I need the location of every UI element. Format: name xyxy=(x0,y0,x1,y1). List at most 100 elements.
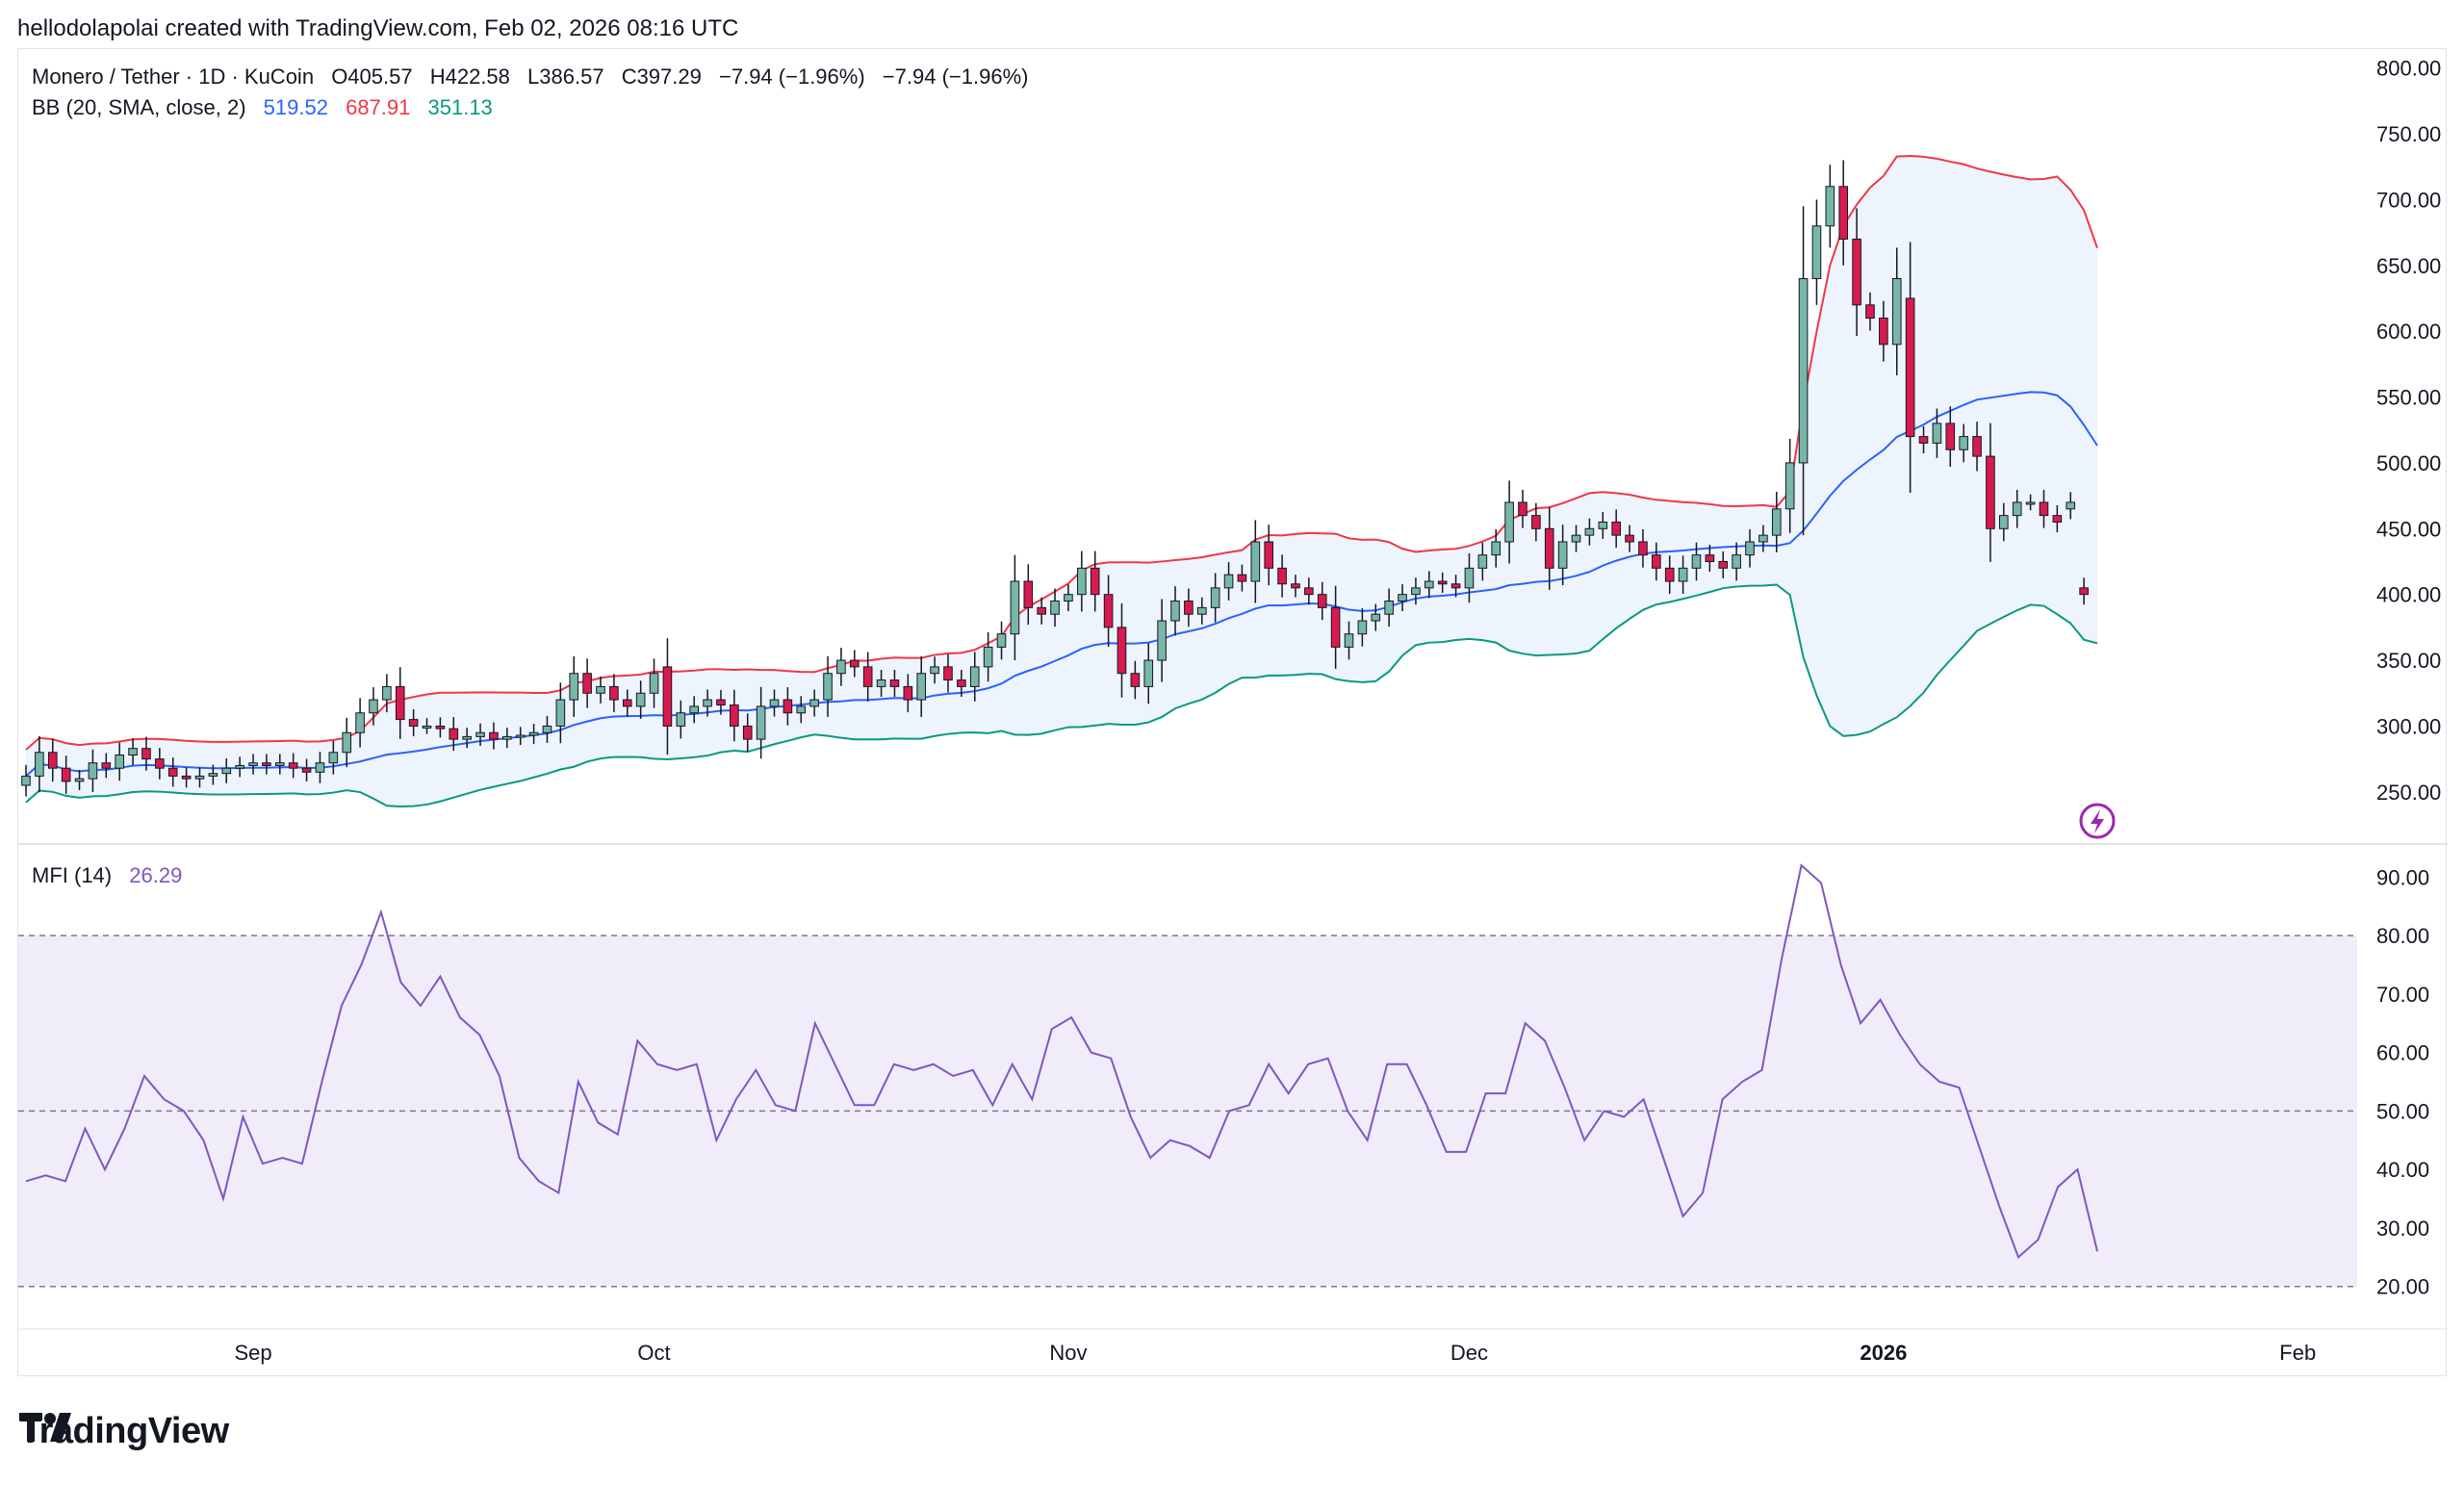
candle-body xyxy=(542,725,552,733)
candle-body xyxy=(515,734,526,738)
candle-body xyxy=(1625,534,1634,543)
price-axis-tick: 500.00 xyxy=(2376,451,2441,475)
candle-body xyxy=(1250,541,1261,582)
candle-body xyxy=(1664,567,1675,582)
ohlc-high: H422.58 xyxy=(429,64,510,89)
candle-body xyxy=(1678,567,1688,582)
candle-body xyxy=(369,699,378,714)
candle-body xyxy=(969,666,980,687)
candle-body xyxy=(996,633,1007,648)
candle-body xyxy=(903,685,913,701)
time-axis-tick: Nov xyxy=(1049,1341,1087,1365)
candle-body xyxy=(47,752,58,769)
candle-body xyxy=(1945,422,1956,450)
candle-body xyxy=(649,673,659,694)
candle-body xyxy=(943,666,953,681)
candle-body xyxy=(1999,515,2009,529)
chart-credit: hellodolapolai created with TradingView.… xyxy=(17,15,739,41)
bb-label[interactable]: BB (20, SMA, close, 2) xyxy=(32,95,246,119)
candle-body xyxy=(2066,501,2076,510)
candle-body xyxy=(1477,554,1488,569)
mfi-axis-tick: 40.00 xyxy=(2376,1158,2429,1182)
candle-body xyxy=(1184,601,1194,615)
bb-lower-value: 351.13 xyxy=(427,95,493,119)
candle-body xyxy=(1210,587,1220,608)
candle-body xyxy=(889,679,900,687)
time-axis-tick: Dec xyxy=(1450,1341,1488,1365)
price-axis-tick: 600.00 xyxy=(2376,320,2441,344)
candle-body xyxy=(1784,462,1795,510)
price-change-2: −7.94 (−1.96%) xyxy=(882,64,1029,89)
candle-body xyxy=(1398,594,1407,602)
candle-body xyxy=(1424,580,1434,589)
candle-body xyxy=(1611,521,1621,536)
candle-body xyxy=(1411,587,1421,596)
candle-body xyxy=(1758,534,1768,543)
candle-body xyxy=(235,764,244,769)
price-axis-tick: 750.00 xyxy=(2376,122,2441,146)
time-axis-tick: Sep xyxy=(234,1341,271,1365)
symbol-title[interactable]: Monero / Tether · 1D · KuCoin xyxy=(32,64,315,89)
time-axis-tick: Oct xyxy=(637,1341,670,1365)
candle-body xyxy=(849,659,860,668)
candle-body xyxy=(689,705,699,714)
ohlc-open: O405.57 xyxy=(331,64,413,89)
chart-canvas[interactable]: 800.00 750.00 700.00 650.00 600.00 550.00 500.… xyxy=(18,49,2448,1377)
candle-body xyxy=(435,725,446,730)
bb-lower-line xyxy=(25,583,2098,808)
tradingview-logo[interactable]: TradingView xyxy=(19,1411,229,1452)
mfi-axis-tick: 60.00 xyxy=(2376,1041,2429,1065)
candle-body xyxy=(662,666,673,727)
candle-body xyxy=(1437,580,1448,585)
candle-body xyxy=(167,767,178,777)
mfi-axis-tick: 50.00 xyxy=(2376,1099,2429,1123)
candle-body xyxy=(1652,554,1661,569)
candle-body xyxy=(2025,501,2036,505)
candle-body xyxy=(1557,541,1568,569)
candle-body xyxy=(1116,627,1127,675)
candle-body xyxy=(1504,501,1514,543)
candle-body xyxy=(1638,541,1648,556)
mfi-axis-tick: 90.00 xyxy=(2376,865,2429,889)
candle-body xyxy=(395,685,405,721)
candle-body xyxy=(1050,601,1060,615)
price-axis-tick: 800.00 xyxy=(2376,57,2441,81)
candle-body xyxy=(1771,508,1782,536)
candle-body xyxy=(756,705,766,740)
mfi-label[interactable]: MFI (14) xyxy=(32,863,113,887)
chart-frame[interactable]: 800.00 750.00 700.00 650.00 600.00 550.00 500.… xyxy=(17,48,2448,1377)
mfi-axis-tick: 30.00 xyxy=(2376,1216,2429,1241)
mfi-line xyxy=(25,863,2098,1260)
candle-body xyxy=(422,725,432,729)
candle-body xyxy=(1317,594,1327,608)
candle-body xyxy=(221,767,232,775)
candle-body xyxy=(876,679,886,687)
candle-body xyxy=(823,673,833,701)
candle-body xyxy=(155,758,165,769)
candle-body xyxy=(1798,277,1809,464)
candle-body xyxy=(1090,567,1100,596)
bb-legend: BB (20, SMA, close, 2) 519.52 687.91 351… xyxy=(32,95,504,120)
candle-body xyxy=(1491,541,1502,556)
candle-body xyxy=(1959,436,1968,450)
candle-body xyxy=(730,704,739,727)
candle-body xyxy=(796,705,807,714)
candle-body xyxy=(1879,318,1888,346)
candle-body xyxy=(1170,601,1180,622)
time-axis-tick: 2026 xyxy=(1860,1341,1907,1365)
candle-body xyxy=(528,731,539,736)
candle-body xyxy=(1464,567,1475,589)
candle-body xyxy=(769,699,780,707)
candle-body xyxy=(622,699,632,707)
candle-body xyxy=(809,699,819,707)
candle-body xyxy=(1905,297,1915,438)
candle-body xyxy=(930,666,939,675)
candle-body xyxy=(1718,560,1729,569)
candle-body xyxy=(1891,277,1902,346)
candle-body xyxy=(983,646,993,668)
mfi-axis-tick: 80.00 xyxy=(2376,924,2429,948)
candle-body xyxy=(141,748,151,760)
price-axis-tick: 350.00 xyxy=(2376,649,2441,673)
candle-body xyxy=(635,692,646,707)
candle-body xyxy=(1986,455,1995,529)
